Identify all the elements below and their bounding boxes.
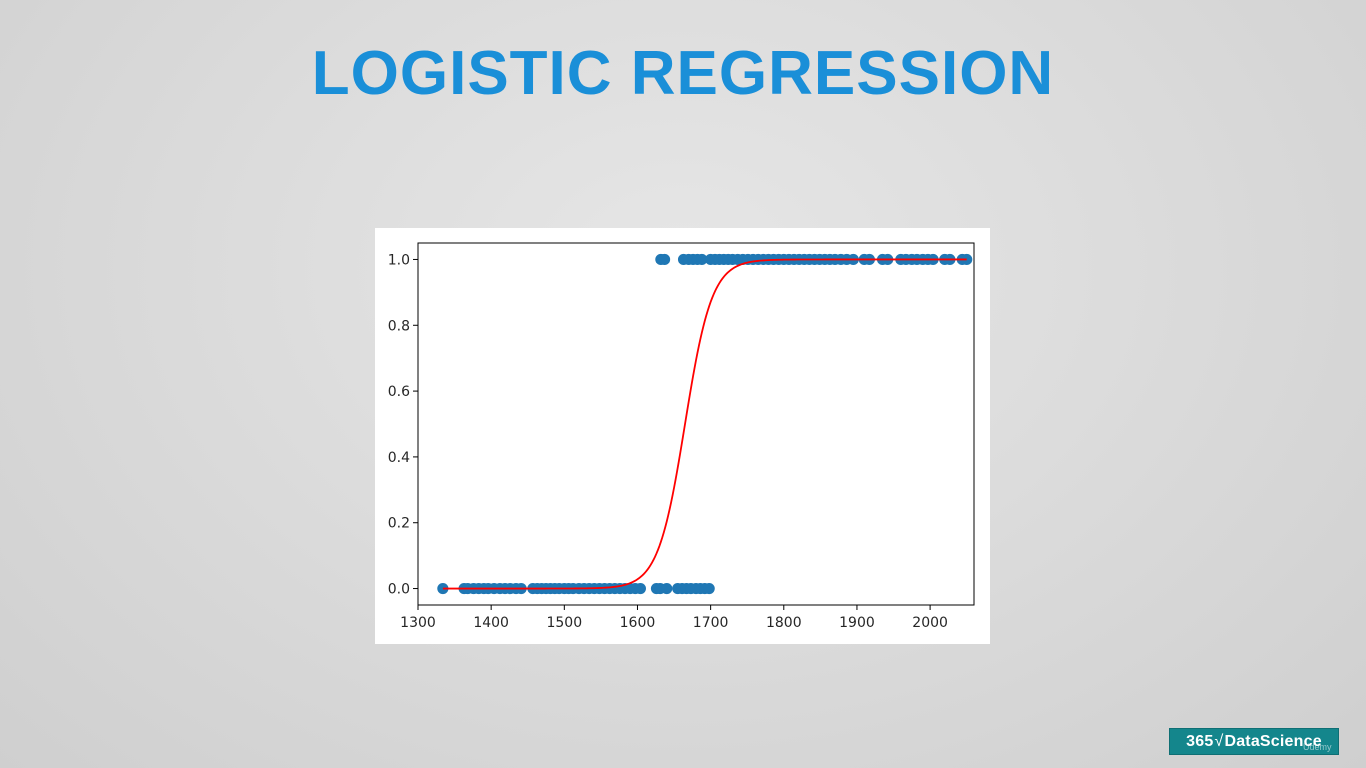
y-tick-label: 0.4 bbox=[388, 450, 410, 466]
regression-curve bbox=[442, 258, 967, 590]
x-tick-label: 1400 bbox=[473, 615, 509, 631]
scatter-point bbox=[961, 253, 973, 266]
logo-number: 365 bbox=[1186, 732, 1214, 750]
plot-area bbox=[437, 253, 973, 595]
x-tick-label: 1600 bbox=[620, 615, 656, 631]
scatter-point bbox=[661, 582, 673, 595]
y-tick-label: 0.0 bbox=[388, 582, 410, 598]
logo-symbol: √ bbox=[1214, 732, 1224, 750]
x-tick-label: 1700 bbox=[693, 615, 729, 631]
x-tick-label: 2000 bbox=[912, 615, 948, 631]
logo-text: DataScience bbox=[1224, 732, 1322, 750]
y-tick-label: 1.0 bbox=[388, 252, 410, 268]
slide-title: LOGISTIC REGRESSION bbox=[311, 39, 1055, 108]
scatter-point bbox=[696, 253, 708, 266]
y-tick-label: 0.2 bbox=[388, 516, 410, 532]
y-tick-label: 0.8 bbox=[388, 318, 410, 334]
scatter-point bbox=[634, 582, 646, 595]
brand-logo: 365 √ DataScience bbox=[1169, 728, 1339, 755]
udemy-watermark: Udemy bbox=[1303, 742, 1332, 752]
x-tick-label: 1900 bbox=[839, 615, 875, 631]
x-tick-label: 1300 bbox=[400, 615, 436, 631]
y-tick-label: 0.6 bbox=[388, 384, 410, 400]
plot-frame bbox=[417, 242, 975, 606]
x-tick-label: 1800 bbox=[766, 615, 802, 631]
axes: 1300 1400 1500 1600 1700 1800 1900 2000 0.0 0.2 0.… bbox=[388, 252, 948, 631]
chart-figure: 1300 1400 1500 1600 1700 1800 1900 2000 0.0 0.2 0.… bbox=[375, 228, 990, 644]
scatter-point bbox=[703, 582, 715, 595]
x-tick-label: 1500 bbox=[546, 615, 582, 631]
logistic-regression-chart: 1300 1400 1500 1600 1700 1800 1900 2000 0.0 0.2 0.… bbox=[388, 242, 975, 631]
scatter-point bbox=[437, 582, 449, 595]
scatter-point bbox=[658, 253, 671, 266]
